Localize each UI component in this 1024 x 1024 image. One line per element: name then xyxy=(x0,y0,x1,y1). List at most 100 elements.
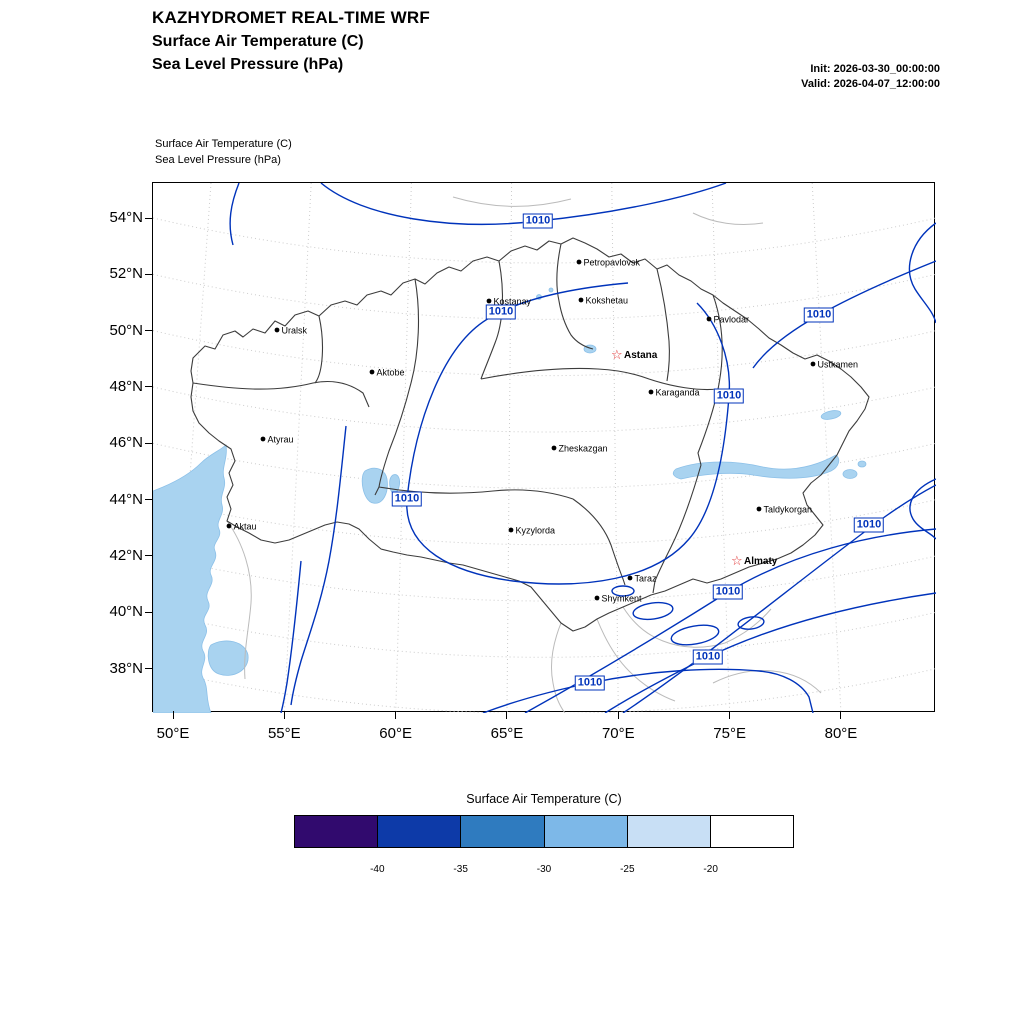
isobar-1010 xyxy=(752,260,936,369)
x-axis-tick xyxy=(395,711,397,719)
field-title-pressure: Sea Level Pressure (hPa) xyxy=(152,56,344,73)
colorbar-segment xyxy=(544,816,628,847)
kazakhstan-borders xyxy=(190,237,870,632)
foreign-border xyxy=(596,618,676,702)
oblast-border xyxy=(652,464,702,594)
city-dot-icon xyxy=(706,316,712,322)
isobar-1010 xyxy=(908,222,936,324)
city-label: Aktobe xyxy=(377,368,405,378)
colorbar-segment xyxy=(710,816,794,847)
x-axis-tick xyxy=(506,711,508,719)
colorbar-tick-label: -20 xyxy=(703,864,718,875)
x-axis-label: 75°E xyxy=(713,725,746,742)
colorbar-tick-label: -40 xyxy=(370,864,385,875)
colorbar-segment xyxy=(295,816,379,847)
x-axis-label: 65°E xyxy=(490,725,524,742)
capital-star-icon: ☆ xyxy=(611,348,623,363)
map-plot: Petropavlovsk Kostanay Kokshetau Pavlodar Ur… xyxy=(109,182,936,742)
kazakhstan-outline xyxy=(190,237,870,632)
colorbar-tick-label: -25 xyxy=(620,864,635,875)
aral-sea xyxy=(361,467,388,504)
graticule-parallel xyxy=(153,555,936,602)
y-axis-tick xyxy=(145,611,153,613)
y-axis-label: 54°N xyxy=(109,209,143,226)
isobar-1010 xyxy=(280,560,302,713)
graticule-meridian xyxy=(611,183,619,713)
city-label: Atyrau xyxy=(268,435,294,445)
y-axis-label: 48°N xyxy=(109,377,143,395)
x-axis-tick xyxy=(172,711,174,719)
oblast-border xyxy=(314,315,323,384)
isobar-1010 xyxy=(290,425,347,706)
y-axis-tick xyxy=(145,555,153,557)
y-axis-tick xyxy=(145,217,153,219)
city-dot-icon xyxy=(576,259,582,265)
y-axis-label: 38°N xyxy=(109,659,143,677)
title-block: KAZHYDROMET REAL-TIME WRF Surface Air Te… xyxy=(152,8,430,79)
isobar-1010 xyxy=(622,484,936,713)
oblast-border xyxy=(656,268,670,382)
city-label: Shymkent xyxy=(602,594,643,604)
isobar-1010 xyxy=(604,592,936,713)
city-dot-icon xyxy=(810,361,816,367)
subtitle-pressure: Sea Level Pressure (hPa) xyxy=(155,154,281,166)
init-time: Init: 2026-03-30_00:00:00 xyxy=(810,63,940,75)
city-dot-icon xyxy=(551,445,557,451)
kara-bogaz-gol xyxy=(207,640,249,676)
oblast-border xyxy=(378,486,574,500)
y-axis-tick xyxy=(145,330,153,332)
foreign-border xyxy=(692,212,764,226)
city-label: Ustkamen xyxy=(818,360,859,370)
city-dot-icon xyxy=(226,523,232,529)
city-dot-icon xyxy=(369,369,375,375)
lake-alakol xyxy=(842,469,858,479)
city-label: Taldykorgan xyxy=(764,505,813,515)
oblast-border xyxy=(480,260,504,380)
graticule xyxy=(153,183,936,713)
isobar-1010 xyxy=(406,282,731,585)
city-dot-icon xyxy=(508,527,514,533)
x-axis-label: 60°E xyxy=(379,725,412,742)
isobar-1010 xyxy=(320,183,727,225)
x-axis-tick xyxy=(617,711,619,719)
city-label: Astana xyxy=(624,350,658,361)
foreign-border xyxy=(622,606,772,648)
graticule-meridian xyxy=(172,183,212,713)
caspian-sea xyxy=(153,444,227,713)
x-axis-label: 80°E xyxy=(824,725,858,742)
map-canvas: Petropavlovsk Kostanay Kokshetau Pavlodar Ur… xyxy=(153,183,936,713)
graticule-meridian xyxy=(506,183,513,713)
city-dot-icon xyxy=(756,506,762,512)
graticule-meridian xyxy=(395,183,412,713)
oblast-border xyxy=(572,498,626,586)
y-axis-tick xyxy=(145,273,153,275)
y-axis-label: 50°N xyxy=(109,321,143,339)
x-axis-tick xyxy=(729,711,731,719)
city-dot-icon xyxy=(260,436,266,442)
colorbar xyxy=(294,815,794,848)
subtitle-temperature: Surface Air Temperature (C) xyxy=(155,138,292,150)
y-axis-label: 40°N xyxy=(109,603,143,621)
isobar-1010 xyxy=(482,668,814,713)
colorbar-tick-labels: -40 -35 -30 -25 -20 xyxy=(294,864,794,880)
foreign-border xyxy=(550,622,566,713)
city-label: Aktau xyxy=(234,522,257,532)
colorbar-segment xyxy=(627,816,711,847)
graticule-parallel xyxy=(153,499,936,546)
city-label: Uralsk xyxy=(282,326,308,336)
graticule-meridian xyxy=(283,183,312,713)
graticule-parallel xyxy=(153,386,936,433)
y-axis-tick xyxy=(145,442,153,444)
colorbar-tick-label: -30 xyxy=(536,864,552,875)
graticule-meridian xyxy=(811,183,842,713)
foreign-border xyxy=(712,670,822,694)
x-axis-label: 70°E xyxy=(601,725,635,742)
x-axis-label: 55°E xyxy=(267,725,301,742)
lake-sasykkol xyxy=(857,460,867,468)
city-label: Pavlodar xyxy=(714,315,750,325)
plot-subtitle: Surface Air Temperature (C) Sea Level Pr… xyxy=(155,136,292,168)
isobar-1010 xyxy=(909,478,936,540)
city-dot-icon xyxy=(486,298,492,304)
colorbar-segment xyxy=(461,816,545,847)
